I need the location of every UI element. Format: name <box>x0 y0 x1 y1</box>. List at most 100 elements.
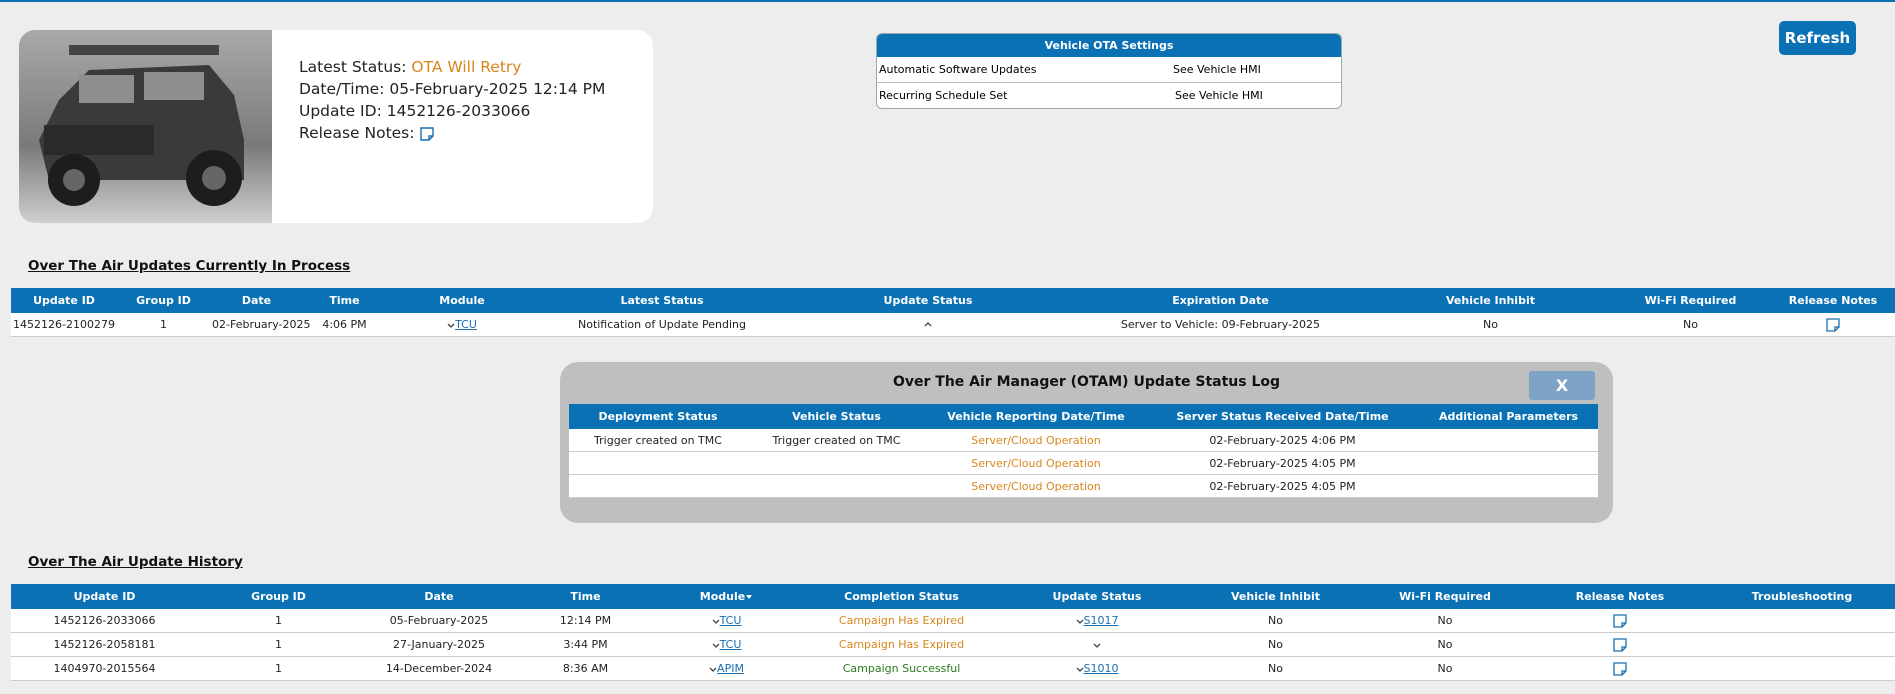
table-cell: Trigger created on TMC <box>569 429 747 452</box>
section-title: Over The Air Update History <box>28 554 243 570</box>
label: Date/Time: <box>299 80 385 98</box>
column-header: Update ID <box>11 288 117 313</box>
status-value: OTA Will Retry <box>411 58 522 76</box>
table-cell: 3:44 PM <box>519 632 652 657</box>
cell-text: 3:44 PM <box>563 638 608 651</box>
cell-text: 02-February-2025 <box>212 318 311 331</box>
table-cell <box>747 451 926 475</box>
column-header: Update Status <box>1002 584 1192 609</box>
table-cell <box>1419 474 1598 498</box>
column-header: Update ID <box>11 584 198 609</box>
table-row: Server/Cloud Operation 02-February-2025 4… <box>569 451 1598 475</box>
table-cell: 02-February-2025 4:05 PM <box>1146 474 1419 498</box>
table-cell: S1010 <box>1002 656 1192 681</box>
column-header: Vehicle Inhibit <box>1371 288 1610 313</box>
table-cell: Campaign Successful <box>801 656 1002 681</box>
table-cell: 02-February-2025 <box>210 313 310 337</box>
table-row: 1452126-2058181 1 27-January-2025 3:44 PM TC… <box>11 632 1895 657</box>
cell-text: Server/Cloud Operation <box>971 433 1101 447</box>
note-icon[interactable] <box>1612 637 1628 653</box>
cell-text: 4:06 PM <box>322 318 367 331</box>
table-row: Server/Cloud Operation 02-February-2025 4… <box>569 474 1598 498</box>
setting-value: See Vehicle HMI <box>1173 63 1261 76</box>
cell-text: Campaign Has Expired <box>838 614 965 627</box>
cell-link[interactable]: APIM <box>717 662 744 675</box>
header-row: Update ID Group ID Date Time Module Completio… <box>11 584 1895 609</box>
header-row: Deployment Status Vehicle Status Vehicle R… <box>569 404 1598 429</box>
cell-text: Server/Cloud Operation <box>971 479 1101 493</box>
cell-text: 27-January-2025 <box>392 638 486 651</box>
cell-text: 1 <box>275 614 282 627</box>
status-log-table: Deployment Status Vehicle Status Vehicle R… <box>569 404 1598 498</box>
cell-link[interactable]: TCU <box>455 318 477 331</box>
table-row: 1404970-2015564 1 14-December-2024 8:36 AM A… <box>11 656 1895 681</box>
label: Latest Status: <box>299 58 407 76</box>
cell-text: 02-February-2025 4:06 PM <box>1209 433 1356 447</box>
column-header: Time <box>303 288 386 313</box>
table-cell <box>1771 313 1895 337</box>
table-cell: Server/Cloud Operation <box>926 451 1146 475</box>
cell-text: Notification of Update Pending <box>577 318 747 331</box>
table-cell: Trigger created on TMC <box>747 429 926 452</box>
table-cell <box>1531 609 1709 633</box>
table-cell: No <box>1359 609 1531 633</box>
table-cell: TCU <box>652 632 801 657</box>
header-row: Update ID Group ID Date Time Module Latest St… <box>11 288 1895 313</box>
setting-value: See Vehicle HMI <box>1175 89 1263 102</box>
down-icon <box>1076 619 1083 624</box>
cell-link[interactable]: TCU <box>719 614 742 627</box>
vehicle-image <box>19 30 272 223</box>
table-cell: Campaign Has Expired <box>801 609 1002 633</box>
down-icon <box>712 619 720 624</box>
cell-text: Server/Cloud Operation <box>971 456 1101 470</box>
update-id-value: 1452126-2033066 <box>386 102 531 120</box>
table-cell: No <box>1359 656 1531 681</box>
table-cell: No <box>1192 609 1359 633</box>
release-notes-icon[interactable] <box>419 126 435 142</box>
column-header: Server Status Received Date/Time <box>1146 404 1419 429</box>
cell-text: Campaign Successful <box>842 662 961 675</box>
table-row: 1452126-2033066 1 05-February-2025 12:14 PM… <box>11 609 1895 633</box>
note-icon[interactable] <box>1612 661 1628 677</box>
vehicle-card: Latest Status: OTA Will Retry Date/Time:… <box>19 30 653 223</box>
setting-name: Automatic Software Updates <box>879 63 1037 76</box>
table-cell <box>1531 632 1709 657</box>
table-cell: Campaign Has Expired <box>801 632 1002 657</box>
table-cell: 1452126-2100279 <box>11 313 117 337</box>
column-header: Date <box>359 584 519 609</box>
table-cell: 05-February-2025 <box>359 609 519 633</box>
close-button[interactable]: X <box>1529 371 1595 400</box>
cell-link[interactable]: TCU <box>719 638 742 651</box>
table-cell: Server/Cloud Operation <box>926 429 1146 452</box>
down-icon <box>1076 667 1083 672</box>
setting-name: Recurring Schedule Set <box>879 89 1008 102</box>
cell-link[interactable]: S1010 <box>1083 662 1119 675</box>
table-cell: 1404970-2015564 <box>11 656 198 681</box>
table-cell <box>1531 656 1709 681</box>
settings-row: Automatic Software Updates See Vehicle HM… <box>877 57 1341 83</box>
cell-text: No <box>1268 662 1283 675</box>
up-icon <box>924 322 932 327</box>
table-cell <box>569 451 747 475</box>
note-icon[interactable] <box>1825 317 1841 333</box>
column-header: Troubleshooting <box>1709 584 1895 609</box>
cell-link[interactable]: S1017 <box>1083 614 1119 627</box>
table-row: 1452126-2100279 1 02-February-2025 4:06 PM T… <box>11 313 1895 337</box>
in-process-table: Update ID Group ID Date Time Module Latest St… <box>11 288 1895 337</box>
note-icon[interactable] <box>1612 613 1628 629</box>
table-cell: 8:36 AM <box>519 656 652 681</box>
refresh-button[interactable]: Refresh <box>1779 21 1856 55</box>
table-cell: APIM <box>652 656 801 681</box>
table-cell <box>1002 632 1192 657</box>
column-header: Update Status <box>786 288 1070 313</box>
table-cell: Server to Vehicle: 09-February-2025 <box>1070 313 1371 337</box>
table-cell <box>786 313 1070 337</box>
latest-info: Latest Status: OTA Will Retry Date/Time:… <box>299 56 605 144</box>
cell-text: 1 <box>160 318 167 331</box>
column-header: Release Notes <box>1771 288 1895 313</box>
table-row: Trigger created on TMC Trigger created on… <box>569 429 1598 452</box>
history-table: Update ID Group ID Date Time Module Completio… <box>11 584 1895 681</box>
table-cell: No <box>1192 632 1359 657</box>
table-cell: 02-February-2025 4:05 PM <box>1146 451 1419 475</box>
cell-text: No <box>1483 318 1498 331</box>
